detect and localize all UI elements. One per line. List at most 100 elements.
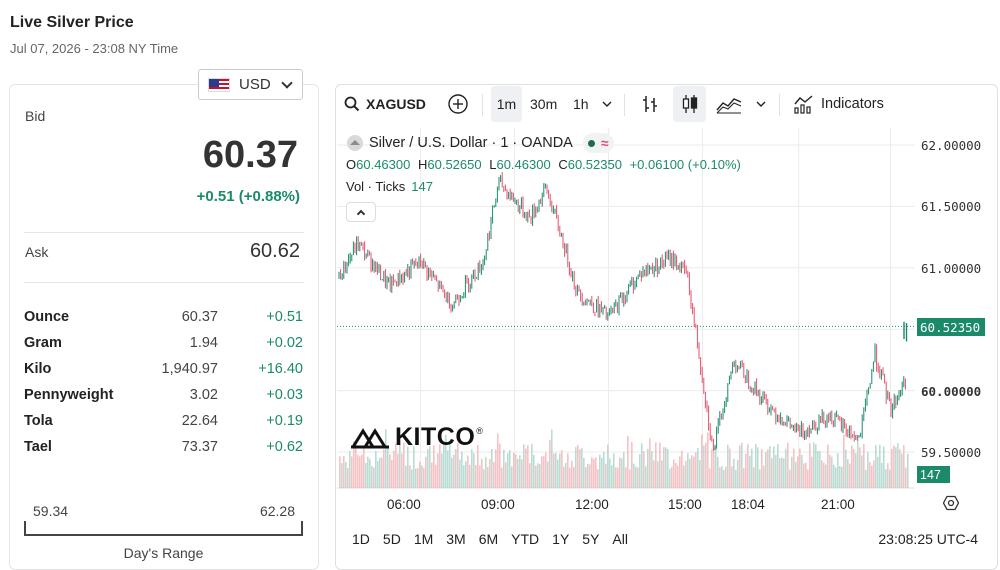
- bars-icon: [643, 96, 657, 112]
- unit-change: +0.19: [266, 413, 303, 429]
- interval-30m[interactable]: 30m: [530, 96, 558, 112]
- y-tick: 61.00000: [921, 261, 982, 276]
- x-tick: 09:00: [481, 497, 515, 512]
- interval-1m[interactable]: 1m: [491, 86, 522, 122]
- chevron-up-icon: [356, 209, 366, 218]
- unit-row: Tola 22.64 +0.19: [24, 411, 304, 437]
- kitco-mark-icon: [351, 427, 389, 448]
- indicators-label: Indicators: [821, 96, 884, 112]
- chevron-down-icon: [602, 101, 612, 107]
- search-icon: [344, 96, 360, 112]
- unit-name: Gram: [24, 335, 62, 351]
- candles-button[interactable]: [673, 86, 706, 122]
- unit-name: Ounce: [24, 309, 70, 325]
- unit-row: Ounce 60.37 +0.51: [24, 307, 304, 333]
- x-tick: 12:00: [575, 497, 609, 512]
- days-range-label: Day's Range: [123, 545, 204, 561]
- range-1y[interactable]: 1Y: [552, 531, 570, 547]
- high-value: 60.52650: [427, 157, 482, 172]
- collapse-legend-button[interactable]: [346, 202, 376, 222]
- divider: [24, 232, 304, 233]
- close-key: C: [558, 157, 568, 172]
- symbol-search[interactable]: XAGUSD: [344, 86, 426, 122]
- compare-button[interactable]: [447, 86, 469, 122]
- range-5d[interactable]: 5D: [382, 531, 401, 547]
- area-chart-icon: [716, 98, 742, 114]
- range-3m[interactable]: 3M: [446, 531, 466, 547]
- days-range-low: 59.34: [33, 503, 69, 519]
- bid-price: 60.37: [202, 134, 298, 176]
- unit-row: Gram 1.94 +0.02: [24, 333, 304, 359]
- unit-name: Pennyweight: [24, 387, 114, 403]
- unit-value: 1,940.97: [161, 361, 218, 377]
- close-value: 60.52350: [567, 157, 622, 172]
- x-tick: 06:00: [387, 497, 421, 512]
- low-key: L: [489, 157, 497, 172]
- symbol-label: XAGUSD: [366, 96, 426, 112]
- unit-name: Kilo: [24, 361, 52, 377]
- kitco-logo: KITCO ®: [351, 423, 483, 452]
- chevron-down-icon: [756, 101, 766, 107]
- last-volume-tag: 147: [917, 466, 950, 483]
- volume-legend: Vol · Ticks 147: [346, 179, 433, 194]
- toolbar-divider: [624, 94, 625, 116]
- toolbar-divider: [482, 94, 483, 116]
- unit-change: +0.03: [266, 387, 303, 403]
- chart-settings-icon[interactable]: [943, 495, 959, 511]
- series-name: Silver / U.S. Dollar · 1 · OANDA: [369, 135, 573, 151]
- series-legend: Silver / U.S. Dollar · 1 · OANDA ≈: [346, 133, 614, 153]
- indicators-icon: [794, 95, 813, 114]
- unit-row: Kilo 1,940.97 +16.40: [24, 359, 304, 385]
- unit-value: 73.37: [181, 439, 218, 455]
- days-range-high: 62.28: [259, 503, 295, 519]
- y-tick: 62.00000: [921, 138, 982, 153]
- last-price-tag: 60.52350: [917, 318, 985, 336]
- chevron-down-icon: [281, 76, 293, 89]
- us-flag-icon: [208, 77, 230, 92]
- open-key: O: [346, 157, 357, 172]
- delay-icon: ≈: [600, 135, 609, 151]
- unit-change: +0.51: [266, 309, 303, 325]
- bar-change: +0.06100 (+0.10%): [629, 157, 741, 172]
- area-chart-button[interactable]: [716, 86, 742, 122]
- currency-label: USD: [239, 76, 271, 93]
- y-tick: 59.50000: [921, 445, 982, 460]
- market-status: ≈: [582, 133, 614, 153]
- status-dot-icon: [587, 139, 595, 147]
- kitco-wordmark: KITCO: [395, 423, 476, 451]
- unit-price-table: Ounce 60.37 +0.51 Gram 1.94 +0.02 Kilo 1…: [24, 307, 304, 463]
- page-timestamp: Jul 07, 2026 - 23:08 NY Time: [10, 41, 179, 56]
- unit-value: 3.02: [189, 387, 218, 403]
- registered-icon: ®: [476, 425, 483, 436]
- ohlc-legend: O60.46300 H60.52650 L60.46300 C60.52350 …: [346, 157, 741, 172]
- bid-label: Bid: [25, 108, 46, 124]
- unit-row: Tael 73.37 +0.62: [24, 437, 304, 463]
- ask-price: 60.62: [249, 240, 300, 262]
- silver-coin-icon: [347, 135, 363, 151]
- indicators-button[interactable]: Indicators: [793, 86, 884, 122]
- unit-value: 22.64: [181, 413, 218, 429]
- chart-type-dropdown[interactable]: [756, 86, 766, 122]
- unit-change: +16.40: [258, 361, 303, 377]
- range-1d[interactable]: 1D: [352, 531, 370, 547]
- bid-change: +0.51 (+0.88%): [196, 188, 300, 205]
- candlestick-icon: [682, 95, 697, 113]
- chart-clock: 23:08:25 UTC-4: [878, 531, 978, 547]
- currency-select[interactable]: USD: [198, 69, 303, 100]
- unit-name: Tola: [24, 413, 53, 429]
- ask-label: Ask: [25, 244, 49, 260]
- range-ytd[interactable]: YTD: [511, 531, 540, 547]
- range-5y[interactable]: 5Y: [582, 531, 600, 547]
- bar-type-button[interactable]: [641, 86, 659, 122]
- plus-circle-icon: [448, 94, 468, 114]
- range-6m[interactable]: 6M: [478, 531, 499, 547]
- divider: [24, 282, 304, 283]
- low-value: 60.46300: [496, 157, 551, 172]
- page-title: Live Silver Price: [10, 14, 134, 31]
- toolbar-divider: [779, 94, 780, 116]
- interval-dropdown[interactable]: [602, 86, 612, 122]
- x-tick: 18:04: [731, 497, 765, 512]
- interval-1h[interactable]: 1h: [573, 96, 589, 112]
- range-all[interactable]: All: [612, 531, 628, 547]
- range-1m[interactable]: 1M: [413, 531, 434, 547]
